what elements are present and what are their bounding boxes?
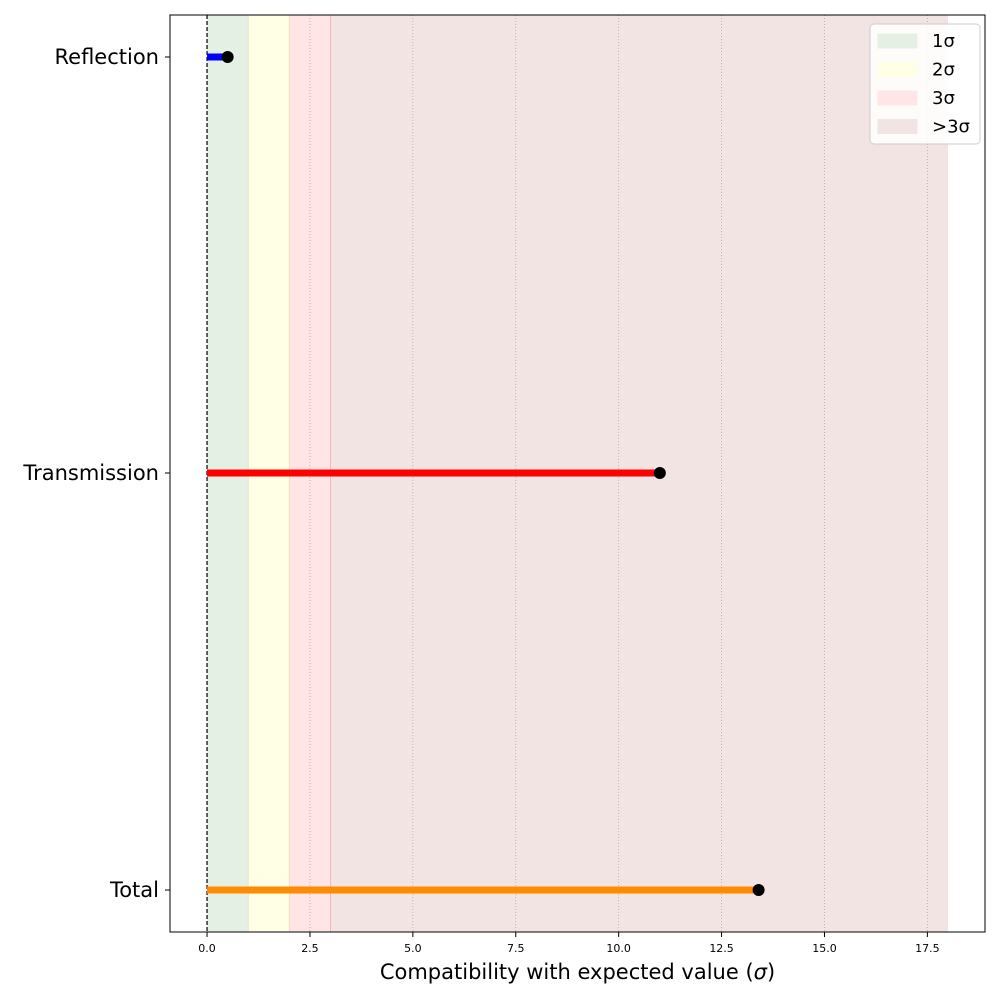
legend-label-1: 1σ: [932, 31, 955, 52]
lollipop-markers: [221, 51, 765, 896]
x-axis-label-text: Compatibility with expected value (: [380, 960, 754, 984]
x-tick-label: 10.0: [606, 942, 631, 955]
y-tick-label-transmission: Transmission: [22, 461, 159, 485]
legend-box: [869, 23, 981, 145]
legend-swatch-1: [877, 33, 918, 49]
x-axis-label-symbol: σ: [754, 960, 768, 984]
x-axis-label: Compatibility with expected value (σ): [380, 960, 775, 984]
marker-total: [752, 884, 765, 896]
y-tick-label-total: Total: [109, 878, 159, 902]
legend-swatch-2: [877, 62, 918, 77]
x-tick-label: 5.0: [404, 942, 422, 955]
x-tick-label: 17.5: [915, 942, 940, 955]
legend: 1σ 2σ 3σ >3σ: [869, 23, 981, 145]
x-tick-label: 2.5: [301, 942, 319, 955]
legend-swatch-3: [877, 90, 918, 106]
legend-label-3: 3σ: [932, 88, 955, 109]
x-tick-label: 15.0: [812, 942, 837, 955]
x-tick-label: 7.5: [507, 942, 525, 955]
marker-reflection: [221, 51, 234, 63]
x-tick-label: 12.5: [709, 942, 734, 955]
legend-label-2: 2σ: [932, 60, 955, 81]
x-axis-ticks: 0.0 2.5 5.0 7.5 10.0 12.5 15.0 17.5: [198, 932, 940, 955]
legend-label-4: >3σ: [932, 117, 970, 138]
y-axis-ticks: Reflection Transmission Total: [22, 45, 170, 902]
y-tick-label-reflection: Reflection: [55, 45, 160, 69]
x-axis-label-suffix: ): [767, 960, 775, 984]
x-tick-label: 0.0: [198, 942, 216, 955]
marker-transmission: [653, 467, 666, 479]
legend-swatch-4: [877, 119, 918, 134]
